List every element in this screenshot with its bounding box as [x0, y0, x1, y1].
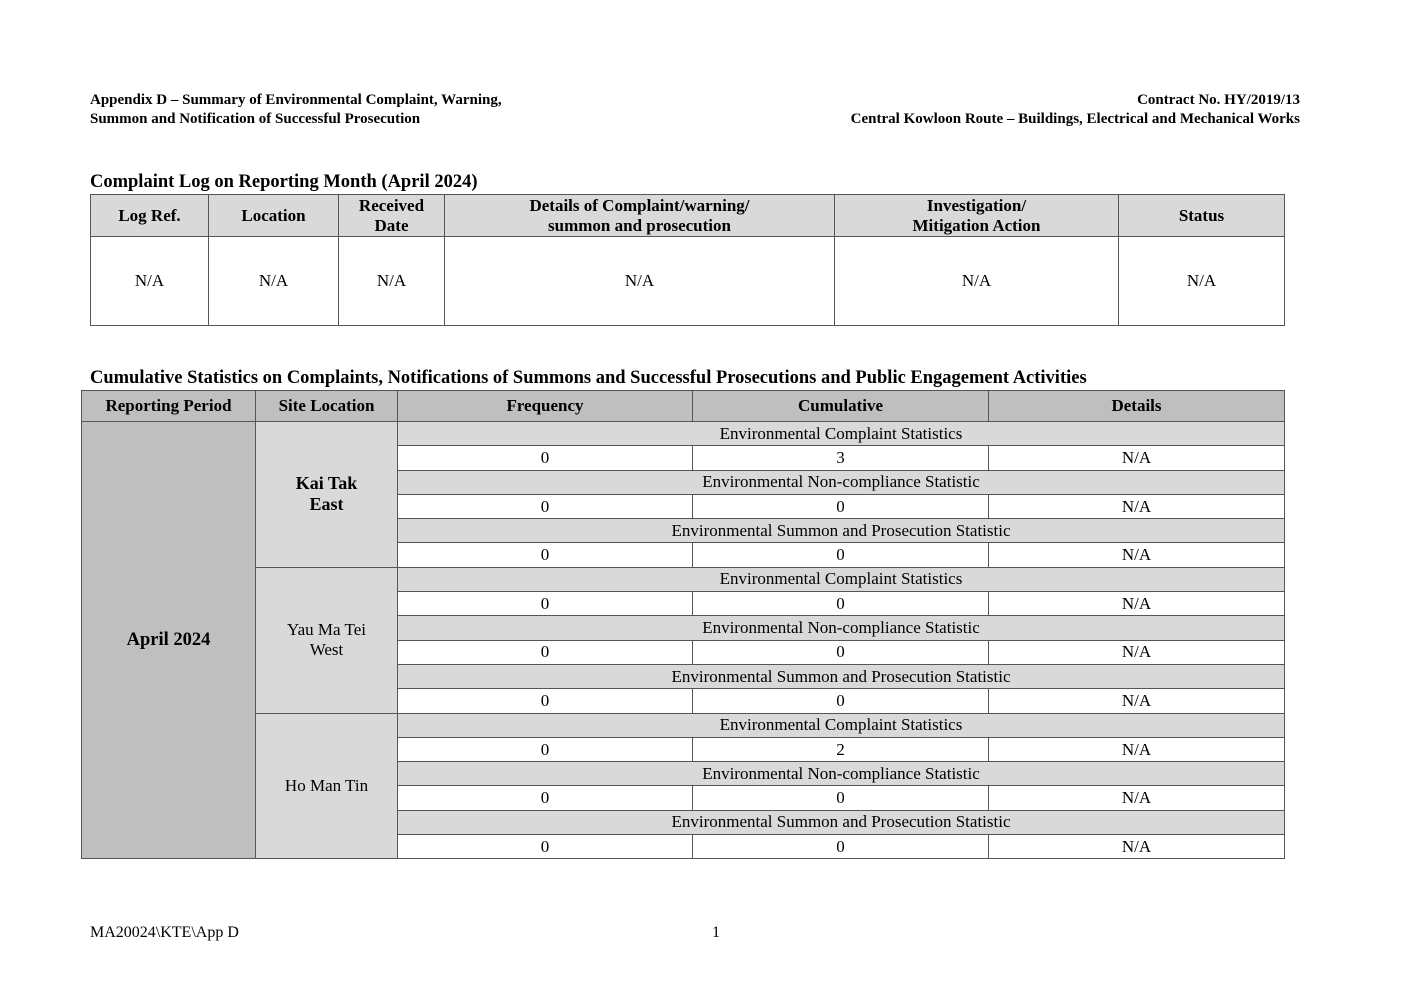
- category-row: Environmental Non-compliance Statistic: [82, 615, 1285, 641]
- details-cell: N/A: [988, 493, 1285, 520]
- cumulative-cell: 0: [692, 639, 989, 665]
- table-cell: N/A: [834, 236, 1119, 326]
- site-location-cell: Ho Man Tin: [255, 712, 398, 860]
- column-header-line1: Details of Complaint/warning/: [529, 195, 750, 215]
- details-cell: N/A: [988, 785, 1285, 811]
- cumulative-cell: 3: [692, 445, 989, 471]
- category-row: Environmental Summon and Prosecution Sta…: [82, 663, 1285, 690]
- column-header-line1: Location: [241, 205, 306, 225]
- frequency-cell: 0: [397, 445, 693, 471]
- details-cell: N/A: [988, 688, 1285, 714]
- category-row: Ho Man Tin Environmental Complaint Statis…: [82, 712, 1285, 860]
- category-row: Yau Ma Tei West Environmental Complaint S…: [82, 566, 1285, 714]
- column-header: Investigation/Mitigation Action: [834, 194, 1119, 237]
- cumulative-cell: 0: [692, 493, 989, 520]
- column-header-line1: Investigation/: [926, 195, 1027, 215]
- cumulative-stats-title: Cumulative Statistics on Complaints, Not…: [90, 368, 1087, 388]
- table-cell: N/A: [444, 236, 835, 326]
- category-label: Environmental Complaint Statistics: [397, 712, 1285, 738]
- data-row: 0 0 N/A: [82, 542, 1285, 568]
- category-label: Environmental Non-compliance Statistic: [397, 469, 1285, 495]
- column-header: Details of Complaint/warning/summon and …: [444, 194, 835, 237]
- category-label: Environmental Summon and Prosecution Sta…: [397, 518, 1285, 544]
- data-row: 0 3 N/A: [82, 445, 1285, 471]
- column-header-line1: Log Ref.: [118, 205, 181, 225]
- site-location-cell: Kai Tak East: [255, 421, 398, 568]
- data-row: 0 0 N/A: [82, 785, 1285, 811]
- category-label: Environmental Non-compliance Statistic: [397, 761, 1285, 787]
- frequency-cell: 0: [397, 834, 693, 860]
- category-label: Environmental Summon and Prosecution Sta…: [397, 809, 1285, 836]
- details-cell: N/A: [988, 542, 1285, 568]
- details-cell: N/A: [988, 834, 1285, 860]
- category-row: Environmental Summon and Prosecution Sta…: [82, 809, 1285, 836]
- column-header: Site Location: [255, 390, 398, 422]
- cumulative-cell: 0: [692, 591, 989, 617]
- column-header: Reporting Period: [81, 390, 256, 422]
- frequency-cell: 0: [397, 785, 693, 811]
- frequency-cell: 0: [397, 542, 693, 568]
- contract-info: Contract No. HY/2019/13 Central Kowloon …: [851, 91, 1300, 129]
- reporting-period-cell: April 2024: [81, 420, 256, 860]
- contract-number: Contract No. HY/2019/13: [1137, 92, 1300, 108]
- column-header: Location: [208, 194, 339, 237]
- page-number: 1: [712, 924, 720, 941]
- details-cell: N/A: [988, 445, 1285, 471]
- category-label: Environmental Non-compliance Statistic: [397, 615, 1285, 641]
- column-header: Frequency: [397, 390, 693, 422]
- site-name: Yau Ma Tei West: [287, 620, 366, 660]
- column-header: Details: [988, 390, 1285, 422]
- appendix-title-line2: Summon and Notification of Successful Pr…: [90, 111, 421, 127]
- cumulative-stats-table: Reporting Period Site Location Frequency Cu…: [81, 390, 1285, 860]
- column-header-line2: Mitigation Action: [912, 215, 1041, 235]
- column-header-line2: summon and prosecution: [548, 215, 731, 235]
- details-cell: N/A: [988, 736, 1285, 763]
- cumulative-cell: 2: [692, 736, 989, 763]
- data-row: 0 0 N/A: [82, 688, 1285, 714]
- cumulative-cell: 0: [692, 542, 989, 568]
- appendix-title: Appendix D – Summary of Environmental Co…: [90, 91, 502, 129]
- data-row: 0 2 N/A: [82, 736, 1285, 763]
- details-cell: N/A: [988, 591, 1285, 617]
- column-header: Status: [1118, 194, 1285, 237]
- category-row: Environmental Summon and Prosecution Sta…: [82, 518, 1285, 544]
- column-header: Received Date: [338, 194, 445, 237]
- footer-ref: MA20024\KTE\App D: [90, 924, 239, 941]
- table-cell: N/A: [338, 236, 445, 326]
- category-row: April 2024 Kai Tak East Environmental Comp…: [81, 420, 1285, 860]
- frequency-cell: 0: [397, 493, 693, 520]
- column-header-line2: Date: [374, 215, 409, 235]
- column-header-line1: Received: [358, 195, 425, 215]
- table-cell: N/A: [1118, 236, 1285, 326]
- table-cell: N/A: [208, 236, 339, 326]
- category-label: Environmental Complaint Statistics: [397, 420, 1285, 447]
- site-name: Ho Man Tin: [284, 775, 369, 795]
- details-cell: N/A: [988, 639, 1285, 665]
- cumulative-cell: 0: [692, 785, 989, 811]
- complaint-log-table: Log Ref. Location Received Date Details of C…: [90, 194, 1285, 326]
- frequency-cell: 0: [397, 736, 693, 763]
- contract-title: Central Kowloon Route – Buildings, Elect…: [850, 111, 1300, 127]
- complaint-log-title: Complaint Log on Reporting Month (April …: [90, 172, 478, 192]
- data-row: 0 0 N/A: [82, 639, 1285, 665]
- column-header-line1: Status: [1178, 205, 1225, 225]
- column-header: Cumulative: [692, 390, 989, 422]
- data-row: 0 0 N/A: [82, 834, 1285, 860]
- frequency-cell: 0: [397, 688, 693, 714]
- appendix-title-line1: Appendix D – Summary of Environmental Co…: [90, 92, 502, 108]
- site-location-cell: Yau Ma Tei West: [255, 566, 398, 714]
- cumulative-cell: 0: [692, 834, 989, 860]
- cumulative-cell: 0: [692, 688, 989, 714]
- table-cell: N/A: [90, 236, 209, 326]
- data-row: 0 0 N/A: [82, 493, 1285, 520]
- frequency-cell: 0: [397, 639, 693, 665]
- category-row: Environmental Non-compliance Statistic: [82, 469, 1285, 495]
- site-name: Kai Tak East: [295, 473, 358, 515]
- frequency-cell: 0: [397, 591, 693, 617]
- category-label: Environmental Complaint Statistics: [397, 566, 1285, 593]
- column-header: Log Ref.: [90, 194, 209, 237]
- data-row: 0 0 N/A: [82, 591, 1285, 617]
- category-label: Environmental Summon and Prosecution Sta…: [397, 663, 1285, 690]
